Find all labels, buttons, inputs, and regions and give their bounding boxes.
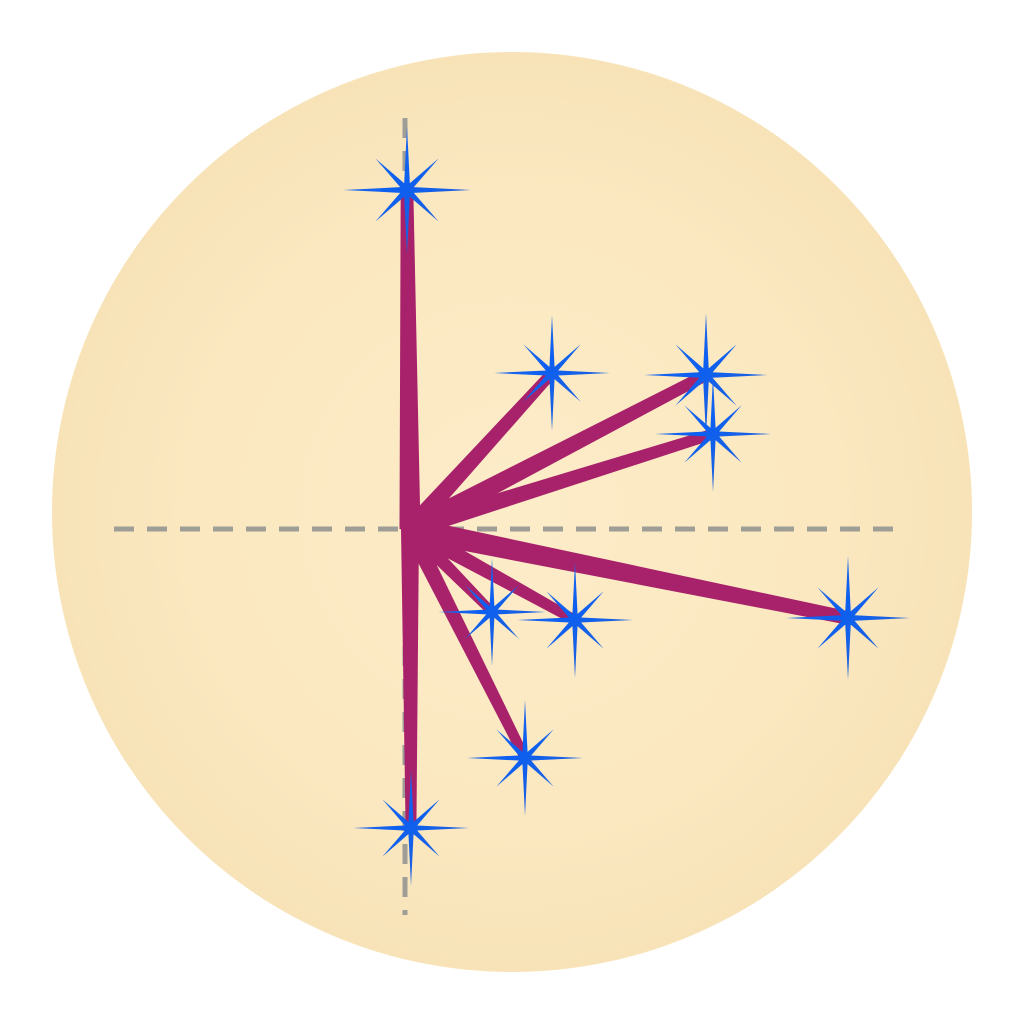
cream-background-disc: [52, 52, 972, 972]
beam-star-far-right: [407, 517, 850, 625]
origin-hub: [405, 524, 415, 534]
node-star-lower-near[interactable]: [438, 558, 546, 666]
beam-star-right-upper: [407, 428, 715, 538]
beam-star-upper-left-mid: [403, 369, 556, 536]
beam-star-lower-far: [402, 525, 530, 761]
node-star-top[interactable]: [343, 126, 471, 254]
origin-point[interactable]: [405, 524, 415, 534]
node-star-far-right[interactable]: [786, 556, 910, 680]
node-star-upper-right[interactable]: [644, 313, 768, 437]
node-star-lower-far[interactable]: [467, 700, 583, 816]
stars-group: [343, 126, 910, 886]
beam-star-upper-right: [405, 369, 709, 538]
node-star-lower-mid[interactable]: [517, 562, 633, 678]
node-star-upper-left-mid[interactable]: [494, 315, 610, 431]
beam-star-bottom: [401, 528, 419, 829]
node-star-bottom[interactable]: [353, 770, 469, 886]
beam-star-top: [399, 189, 421, 530]
node-star-right-upper[interactable]: [655, 376, 771, 492]
